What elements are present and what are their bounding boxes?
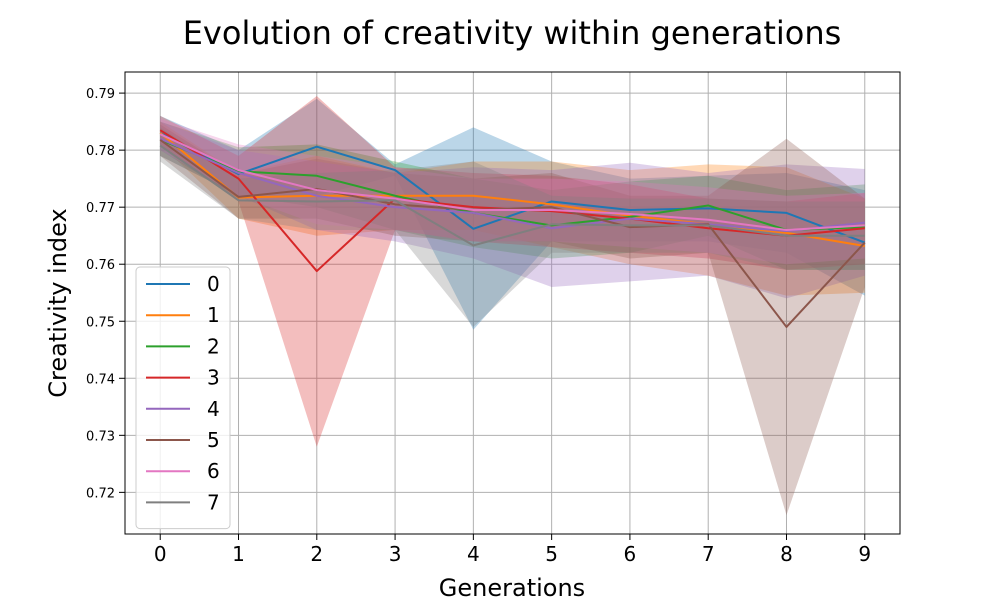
legend-label-3: 3 [207,366,220,390]
x-tick-label: 5 [545,542,558,566]
legend-label-7: 7 [207,490,220,514]
tick-layer: 0 1 2 3 4 5 6 7 8 9 0.72 0.73 0.74 0.75 0.76 0.77 0.78 0.… [86,87,871,566]
plot-frame [124,71,901,535]
legend-label-5: 5 [207,428,220,452]
x-tick-label: 2 [310,542,323,566]
series-6-band [160,118,865,265]
series-2-band [160,121,865,270]
y-tick-label: 0.72 [86,486,115,501]
x-tick-label: 9 [858,542,871,566]
x-tick-label: 0 [154,542,167,566]
series-4-line [159,137,865,233]
series-6-line [159,133,865,231]
y-tick-label: 0.76 [86,258,115,273]
y-tick-label: 0.77 [86,201,115,216]
x-tick-label: 3 [389,542,402,566]
legend-label-6: 6 [207,459,220,483]
series-3-band [160,95,865,447]
grid-layer [125,72,900,534]
x-tick-label: 6 [624,542,637,566]
y-tick-label: 0.74 [86,372,115,387]
legend-box [135,266,231,530]
legend: 0 1 2 3 4 5 6 7 [135,266,231,530]
series-7-band [160,127,865,327]
y-axis-label: Creativity index [44,208,72,397]
x-axis-label: Generations [439,574,585,600]
y-tick-label: 0.78 [86,144,115,159]
y-tick-label: 0.79 [86,87,115,102]
x-tick-label: 4 [467,542,480,566]
series-5-line [159,139,866,328]
series-7-line [159,144,865,247]
x-tick-label: 8 [780,542,793,566]
legend-label-2: 2 [207,334,220,358]
legend-label-4: 4 [207,397,220,421]
y-tick-label: 0.75 [86,315,115,330]
legend-label-0: 0 [207,272,220,296]
series-2-line [159,138,865,231]
line-layer [159,129,866,328]
x-tick-label: 7 [702,542,715,566]
legend-label-1: 1 [207,303,220,327]
y-tick-label: 0.73 [86,429,115,444]
chart-title: Evolution of creativity within generatio… [183,14,842,52]
x-tick-label: 1 [232,542,245,566]
series-0-line [159,132,866,244]
